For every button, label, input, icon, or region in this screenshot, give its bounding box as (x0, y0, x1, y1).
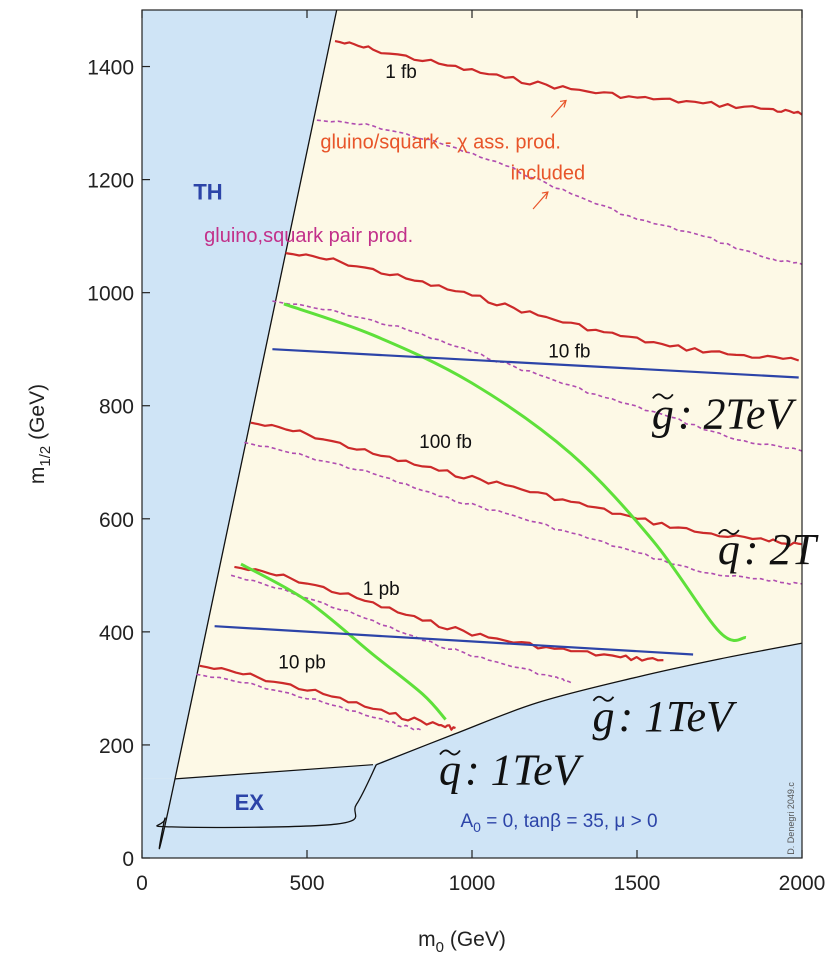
contour-10-fb-solid (285, 252, 800, 362)
contour-100-fb-solid (250, 421, 803, 547)
annotation-arrow-2 (532, 191, 549, 210)
region-border-wedge (156, 9, 377, 850)
arrow-head (559, 99, 567, 108)
y-tick-label: 400 (99, 622, 134, 645)
mass-label: g: 2TeV (652, 389, 798, 438)
y-tick-label: 1400 (87, 57, 134, 80)
annotation-magenta: gluino,squark pair prod. (204, 225, 413, 247)
y-axis-label: m1/2 (GeV) (26, 384, 54, 484)
green-mass-curve-2 (240, 562, 447, 721)
mass-label: q: 1TeV (439, 746, 585, 795)
contour-10-pb-solid (199, 664, 456, 731)
mass-label-text: g: 2TeV (652, 389, 798, 438)
annotation-contour: 10 pb (278, 653, 326, 674)
blue-mass-line-2 (214, 625, 694, 656)
x-tick-label: 500 (289, 872, 324, 895)
region-ex (142, 643, 802, 858)
annotation-orange: gluino/squark - χ ass. prod. (320, 132, 561, 154)
annotation-params: A0 = 0, tanβ = 35, μ > 0 (460, 811, 657, 835)
tilde-mark (718, 529, 740, 535)
y-tick-label: 600 (99, 509, 134, 532)
region-label-ex: EX (235, 790, 265, 815)
y-tick-label: 200 (99, 735, 134, 758)
annotation-contour: 1 fb (385, 62, 417, 83)
tilde-mark (592, 695, 615, 702)
annotation-contour: 1 pb (363, 579, 400, 600)
contour-1-fb-solid (334, 40, 803, 116)
tilde-mark (652, 393, 674, 400)
annotation-arrow-1 (550, 99, 567, 118)
y-tick-label: 1000 (87, 283, 134, 306)
contour-1-fb-dashed (316, 119, 803, 266)
x-tick-label: 0 (136, 872, 148, 895)
y-tick-label: 0 (122, 848, 134, 871)
arrow-head (541, 191, 549, 200)
mass-label-text: q: 2T (718, 525, 820, 574)
region-label-th: TH (193, 179, 222, 204)
y-tick-label: 800 (99, 396, 134, 419)
mass-label: g: 1TeV (592, 692, 738, 741)
mass-label-text: q: 1TeV (439, 746, 585, 795)
contour-1-pb-dashed (230, 574, 572, 684)
mass-label-text: g: 1TeV (592, 692, 738, 741)
arrow-shaft (532, 191, 549, 210)
x-tick-label: 2000 (779, 872, 826, 895)
region-border-curve (376, 642, 803, 766)
region-border-lower (174, 764, 374, 780)
annotation-contour: 10 fb (548, 342, 590, 363)
tilde-mark (439, 749, 461, 756)
green-mass-curve-1 (283, 302, 747, 642)
mass-label: q: 2T (718, 525, 820, 574)
arrow-shaft (550, 100, 567, 118)
y-tick-label: 1200 (87, 170, 134, 193)
blue-mass-line-1 (272, 348, 799, 379)
contour-1-pb-solid (234, 565, 664, 662)
annotation-contour: 100 fb (419, 432, 472, 453)
x-tick-label: 1500 (614, 872, 661, 895)
region-th (142, 10, 337, 858)
contour-100-fb-dashed (244, 441, 803, 585)
contour-10-pb-dashed (196, 673, 423, 732)
watermark: D. Denegri 2049.c (786, 782, 796, 855)
x-axis-label: m0 (GeV) (418, 928, 506, 954)
contour-10-fb-dashed (272, 300, 803, 452)
annotation-orange: included (511, 163, 586, 185)
x-tick-label: 1000 (449, 872, 496, 895)
